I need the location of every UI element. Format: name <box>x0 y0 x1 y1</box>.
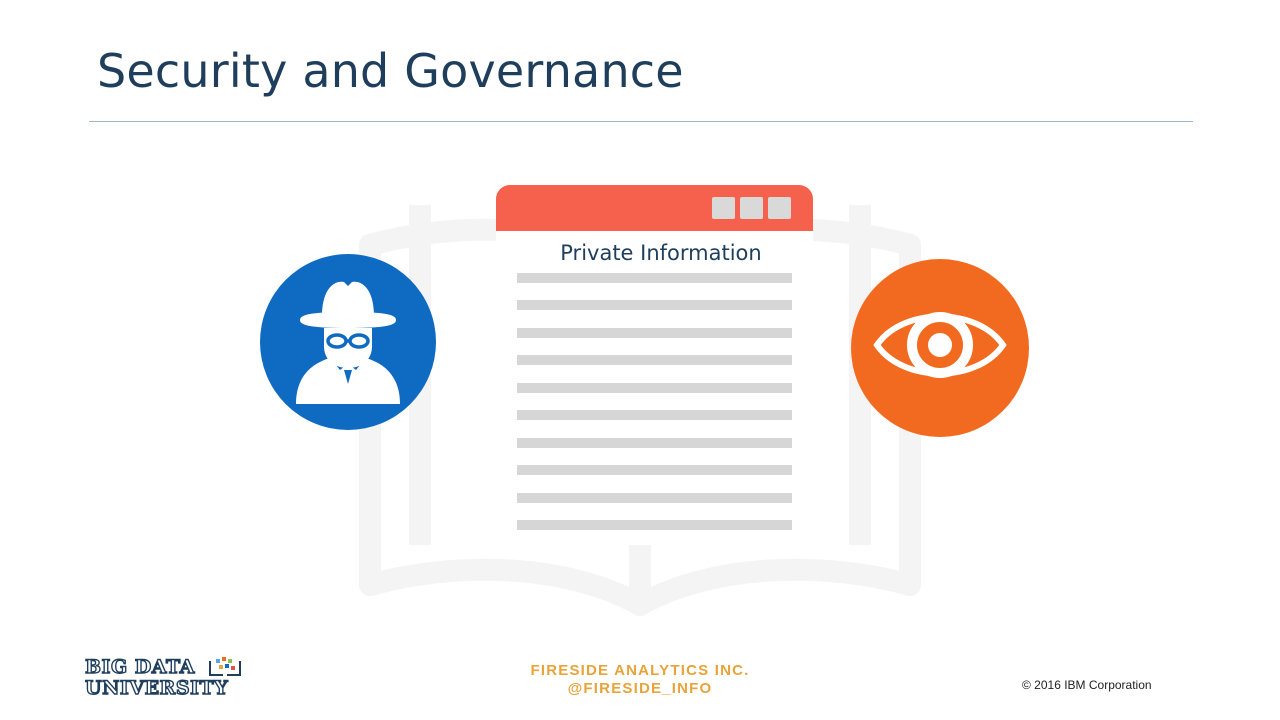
logo-text-line2: UNIVERSITY <box>84 677 229 699</box>
company-handle: @FIRESIDE_INFO <box>567 680 713 697</box>
fireside-credit: FIRESIDE ANALYTICS INC. @FIRESIDE_INFO <box>490 662 790 698</box>
text-line <box>517 273 792 283</box>
big-data-university-logo: BIG DATA UNIVERSITY <box>84 655 245 701</box>
window-button-close <box>768 197 791 219</box>
text-line <box>517 493 792 503</box>
slide-title: Security and Governance <box>97 44 684 98</box>
text-line <box>517 355 792 365</box>
private-information-window: Private Information <box>496 185 813 545</box>
text-line <box>517 410 792 420</box>
document-heading: Private Information <box>560 241 762 265</box>
window-button-minimize <box>712 197 735 219</box>
window-titlebar <box>496 185 813 231</box>
text-line <box>517 465 792 475</box>
text-line <box>517 300 792 310</box>
text-line <box>517 383 792 393</box>
copyright-notice: © 2016 IBM Corporation <box>1022 678 1152 692</box>
text-line <box>517 328 792 338</box>
title-divider <box>89 121 1193 122</box>
company-name: FIRESIDE ANALYTICS INC. <box>530 662 750 679</box>
text-line <box>517 520 792 530</box>
eye-icon <box>851 259 1029 437</box>
window-button-maximize <box>740 197 763 219</box>
logo-text-line1: BIG DATA <box>84 656 195 678</box>
book-mark-icon <box>209 657 241 676</box>
text-line <box>517 438 792 448</box>
spy-icon <box>260 254 436 430</box>
